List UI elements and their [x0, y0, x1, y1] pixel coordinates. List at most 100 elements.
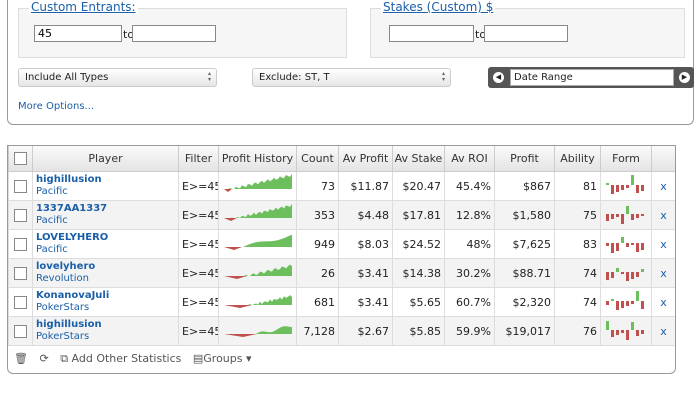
player-site[interactable]: Revolution	[36, 273, 89, 284]
checkbox[interactable]	[14, 237, 27, 251]
player-cell: highillusion PokerStars	[32, 316, 179, 346]
stakes-max[interactable]	[484, 25, 568, 42]
av-roi-cell: 48%	[444, 229, 495, 259]
column-header[interactable]: Ability	[554, 146, 601, 172]
checkbox[interactable]	[14, 295, 27, 309]
player-site[interactable]: Pacific	[36, 244, 68, 255]
player-name[interactable]: lovelyhero	[36, 261, 96, 272]
form-cell	[600, 258, 652, 288]
checkbox[interactable]	[14, 179, 27, 193]
remove-link[interactable]: x	[660, 324, 667, 338]
av-stake-cell: $5.65	[392, 287, 445, 317]
profit-cell: $19,017	[494, 316, 555, 346]
row-select[interactable]	[8, 171, 33, 201]
add-stats[interactable]: ⧉ Add Other Statistics	[60, 352, 182, 365]
column-header[interactable]: Av Profit	[338, 146, 393, 172]
player-name[interactable]: KonanovaJuli	[36, 290, 110, 301]
player-cell: lovelyhero Revolution	[32, 258, 179, 288]
groups[interactable]: ▤Groups ▾	[192, 352, 252, 365]
player-site[interactable]: PokerStars	[36, 302, 90, 313]
checkbox[interactable]	[14, 266, 27, 280]
form-cell	[600, 200, 652, 230]
player-site[interactable]: Pacific	[36, 186, 68, 197]
filter-cell: E>=45	[178, 171, 219, 201]
player-site[interactable]: Pacific	[36, 215, 68, 226]
form-bars	[606, 205, 644, 224]
row-select[interactable]	[8, 287, 33, 317]
date-range-input[interactable]: Date Range	[510, 69, 674, 86]
column-header[interactable]: Profit History	[218, 146, 297, 172]
entrants-min[interactable]	[34, 25, 122, 42]
av-profit-cell: $4.48	[338, 200, 393, 230]
profit-sparkline	[222, 173, 292, 192]
form-cell	[600, 229, 652, 259]
profit-sparkline	[222, 325, 292, 337]
profit-cell: $7,625	[494, 229, 555, 259]
player-name[interactable]: LOVELYHERO	[36, 232, 109, 243]
column-header[interactable]: Form	[600, 146, 652, 172]
profit-sparkline	[222, 294, 292, 308]
column-header[interactable]: Profit	[494, 146, 555, 172]
prev-button[interactable]: ◀	[493, 72, 504, 83]
table-row: KonanovaJuli PokerStars E>=45 681 $3.41 $5.65…	[8, 287, 675, 317]
checkbox[interactable]	[14, 208, 27, 222]
ability-cell: 74	[554, 287, 601, 317]
groups-label: Groups	[203, 352, 243, 365]
row-select[interactable]	[8, 200, 33, 230]
av-profit-cell: $11.87	[338, 171, 393, 201]
refresh-icon[interactable]: ⟳	[39, 352, 49, 365]
stakes-label[interactable]: Stakes (Custom) $	[381, 0, 496, 14]
column-header[interactable]: Player	[32, 146, 179, 172]
exclude-dropdown[interactable]: Exclude: ST, T	[252, 68, 451, 87]
remove-cell: x	[651, 229, 675, 259]
count-cell: 7,128	[296, 316, 339, 346]
row-select[interactable]	[8, 229, 33, 259]
checkbox[interactable]	[14, 324, 27, 338]
column-header[interactable]: Filter	[178, 146, 219, 172]
count-cell: 681	[296, 287, 339, 317]
types-dropdown[interactable]: Include All Types	[18, 68, 217, 87]
to-label: to	[123, 28, 135, 41]
ability-cell: 81	[554, 171, 601, 201]
column-header[interactable]: Av Stake	[392, 146, 445, 172]
filter-cell: E>=45	[178, 258, 219, 288]
remove-link[interactable]: x	[660, 179, 667, 193]
player-name[interactable]: highillusion	[36, 319, 102, 330]
history-cell	[218, 258, 297, 288]
av-profit-cell: $3.41	[338, 287, 393, 317]
player-name[interactable]: highillusion	[36, 174, 102, 185]
select-all[interactable]	[8, 146, 33, 172]
column-header[interactable]: Av ROI	[444, 146, 495, 172]
delete-icon[interactable]: 🗑	[14, 352, 28, 365]
profit-cell: $88.71	[494, 258, 555, 288]
row-select[interactable]	[8, 258, 33, 288]
profit-cell: $867	[494, 171, 555, 201]
entrants-max[interactable]	[132, 25, 216, 42]
more-options-link[interactable]: More Options...	[18, 101, 95, 112]
remove-link[interactable]: x	[660, 237, 667, 251]
entrants-label[interactable]: Custom Entrants:	[29, 0, 138, 14]
column-header[interactable]: Count	[296, 146, 339, 172]
remove-link[interactable]: x	[660, 295, 667, 309]
history-cell	[218, 316, 297, 346]
stakes-min[interactable]	[389, 25, 474, 42]
add-stats-label: Add Other Statistics	[71, 352, 182, 365]
to-label: to	[475, 28, 487, 41]
stakes-box: Stakes (Custom) $ to	[370, 0, 685, 58]
player-site[interactable]: PokerStars	[36, 331, 90, 342]
table-footer: 🗑 ⟳ ⧉ Add Other Statistics ▤Groups ▾	[8, 348, 673, 370]
profit-cell: $1,580	[494, 200, 555, 230]
player-name[interactable]: 1337AA1337	[36, 203, 108, 214]
remove-link[interactable]: x	[660, 208, 667, 222]
av-stake-cell: $20.47	[392, 171, 445, 201]
filter-cell: E>=45	[178, 229, 219, 259]
count-cell: 353	[296, 200, 339, 230]
remove-link[interactable]: x	[660, 266, 667, 280]
history-cell	[218, 171, 297, 201]
next-button[interactable]: ▶	[679, 72, 690, 83]
row-select[interactable]	[8, 316, 33, 346]
form-bars	[606, 320, 644, 340]
count-cell: 26	[296, 258, 339, 288]
av-roi-cell: 60.7%	[444, 287, 495, 317]
